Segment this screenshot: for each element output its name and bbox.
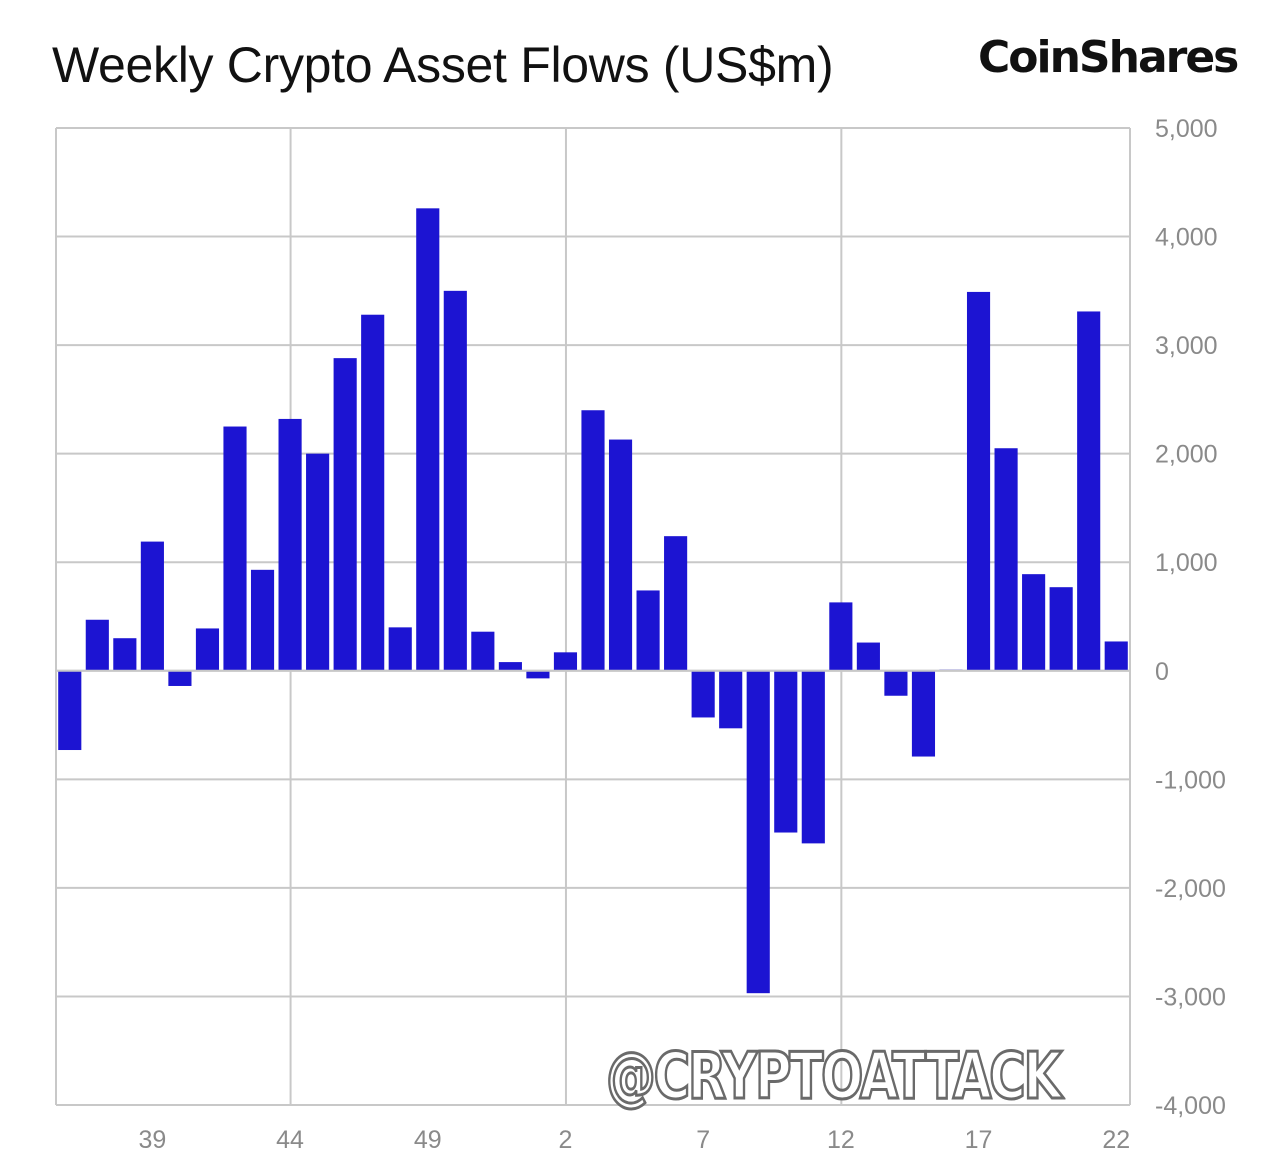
y-tick-label: 2,000 xyxy=(1155,441,1218,469)
bar-week-22 xyxy=(1104,641,1128,671)
bar-week-8 xyxy=(719,670,743,729)
bar-week-11 xyxy=(801,670,825,844)
bar-week-9 xyxy=(746,670,770,994)
bar-week-39 xyxy=(140,541,164,671)
y-tick-label: -3,000 xyxy=(1155,983,1226,1011)
y-tick-label: 4,000 xyxy=(1155,224,1218,252)
x-tick-label: 7 xyxy=(696,1126,710,1154)
bar-week-2 xyxy=(553,652,578,671)
bar-week-15 xyxy=(911,670,936,757)
y-tick-label: -4,000 xyxy=(1155,1092,1226,1120)
x-tick-label: 39 xyxy=(138,1126,166,1154)
x-tick-label: 49 xyxy=(414,1126,442,1154)
bar-week-38 xyxy=(113,638,137,671)
bar-week-7 xyxy=(691,670,715,718)
x-tick-label: 12 xyxy=(827,1126,855,1154)
bar-week-21 xyxy=(1077,311,1101,671)
bar-week-1 xyxy=(526,670,550,679)
bar-week-51 xyxy=(471,631,495,671)
y-tick-label: 1,000 xyxy=(1155,549,1218,577)
x-tick-label: 2 xyxy=(559,1126,573,1154)
bar-week-47 xyxy=(361,314,385,671)
bar-week-40 xyxy=(168,670,192,686)
bar-week-20 xyxy=(1049,587,1073,671)
bar-week-45 xyxy=(306,453,330,671)
y-tick-label: 3,000 xyxy=(1155,332,1218,360)
bar-week-6 xyxy=(664,536,688,671)
bar-week-19 xyxy=(1022,574,1046,671)
x-tick-label: 17 xyxy=(965,1126,993,1154)
bar-week-50 xyxy=(443,290,467,671)
y-tick-label: -2,000 xyxy=(1155,875,1226,903)
coinshares-logo: CoinShares xyxy=(978,32,1239,83)
bar-week-12 xyxy=(829,602,853,671)
chart-bars xyxy=(56,208,1130,994)
bar-week-13 xyxy=(856,642,880,671)
bar-week-17 xyxy=(966,291,991,671)
x-tick-label: 22 xyxy=(1102,1126,1130,1154)
bar-week-18 xyxy=(994,448,1018,671)
bar-week-5 xyxy=(636,590,660,671)
watermark-text: @CRYPTOATTACK xyxy=(605,1039,1063,1116)
bar-week-52 xyxy=(498,662,522,671)
x-tick-label: 44 xyxy=(276,1126,304,1154)
bar-week-4 xyxy=(608,439,633,671)
y-axis-tick-labels: 5,000 4,000 3,000 2,000 1,000 0 -1,000 -2,000 -3… xyxy=(1155,115,1226,1120)
chart-title: Weekly Crypto Asset Flows (US$m) xyxy=(52,37,834,93)
bar-week-37 xyxy=(85,619,109,671)
bar-week-41 xyxy=(195,628,220,671)
bar-week-48 xyxy=(388,627,412,671)
y-tick-label: -1,000 xyxy=(1155,766,1226,794)
bar-week-44 xyxy=(278,418,302,671)
bar-week-49 xyxy=(416,208,440,671)
bar-week-43 xyxy=(250,569,275,671)
bar-week-42 xyxy=(223,426,247,671)
y-tick-label: 0 xyxy=(1155,658,1169,686)
bar-week-10 xyxy=(774,670,798,833)
bar-week-3 xyxy=(581,410,605,671)
bar-week-36 xyxy=(58,670,82,751)
x-axis-tick-labels: 39 44 49 2 7 12 17 22 xyxy=(138,1126,1130,1154)
y-tick-label: 5,000 xyxy=(1155,115,1218,143)
bar-week-14 xyxy=(884,670,908,696)
bar-week-46 xyxy=(333,358,357,671)
